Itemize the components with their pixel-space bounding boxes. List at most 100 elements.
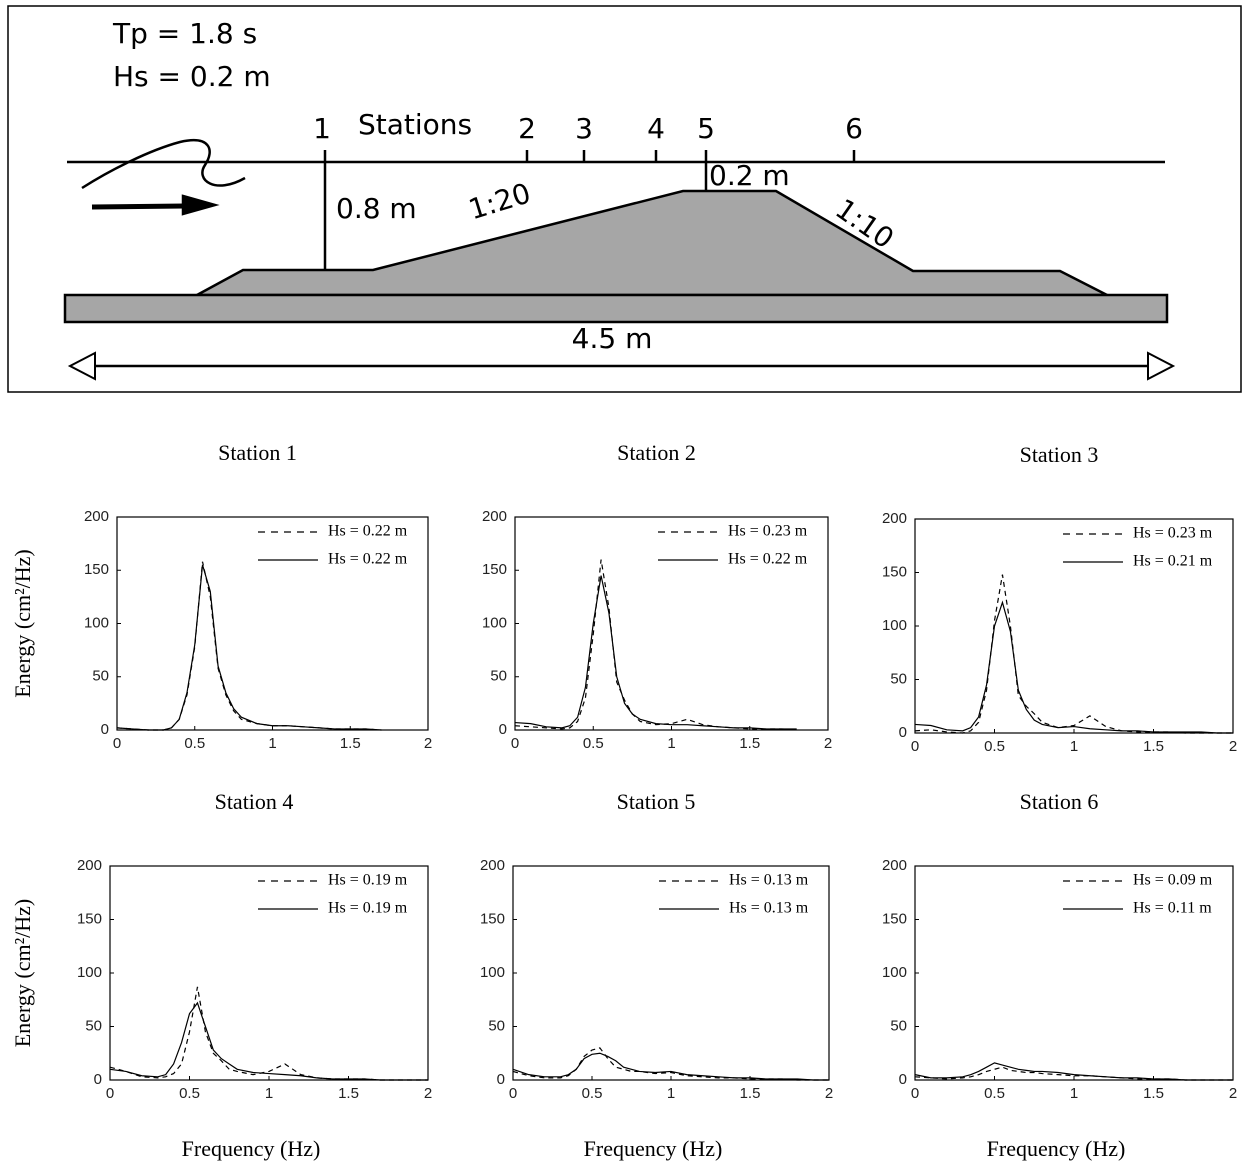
- front-slope-label: 1:20: [465, 176, 535, 226]
- y-tick-label: 0: [94, 1071, 102, 1088]
- x-tick-label: 0.5: [582, 1085, 603, 1102]
- plot-frame: [514, 516, 829, 731]
- y-tick-label: 100: [882, 617, 907, 634]
- legend-label: Hs = 0.22 m: [728, 551, 808, 568]
- y-tick-label: 0: [101, 721, 109, 738]
- series-line: [116, 561, 382, 731]
- x-axis-label: Frequency (Hz): [584, 1136, 723, 1161]
- series-line: [512, 1047, 829, 1081]
- series-line: [109, 1001, 428, 1081]
- chart-title: Station 3: [1020, 442, 1099, 467]
- series-line: [914, 1062, 1233, 1081]
- y-tick-label: 50: [490, 668, 507, 685]
- plot-frame: [512, 865, 830, 1081]
- chart-title: Station 4: [215, 789, 294, 814]
- y-tick-label: 0: [497, 1071, 505, 1088]
- y-axis-label: Energy (cm²/Hz): [10, 549, 35, 698]
- x-tick-label: 2: [1229, 738, 1237, 755]
- y-tick-label: 0: [899, 724, 907, 741]
- plot-frame: [116, 516, 429, 731]
- flume-bed: [63, 293, 1169, 324]
- x-axis-label: Frequency (Hz): [987, 1136, 1126, 1161]
- y-tick-label: 150: [84, 561, 109, 578]
- legend-label: Hs = 0.22 m: [328, 551, 408, 568]
- x-tick-label: 2: [824, 735, 832, 752]
- x-tick-label: 0: [511, 735, 519, 752]
- series-line: [116, 564, 382, 731]
- wave-arrow: [91, 203, 186, 210]
- x-tick-label: 0: [113, 735, 121, 752]
- y-tick-label: 100: [482, 614, 507, 631]
- x-tick-label: 0.5: [184, 735, 205, 752]
- y-tick-label: 150: [882, 563, 907, 580]
- y-tick-label: 200: [482, 508, 507, 525]
- depth-label: 0.8 m: [336, 192, 417, 225]
- height-label: Hs = 0.2 m: [113, 60, 271, 93]
- y-tick-label: 200: [480, 857, 505, 874]
- y-tick-label: 50: [890, 670, 907, 687]
- diagram: [7, 5, 1242, 393]
- x-tick-label: 1: [265, 1085, 273, 1102]
- wave-symbol: [81, 139, 246, 190]
- x-tick-label: 2: [424, 735, 432, 752]
- y-axis-label: Energy (cm²/Hz): [10, 899, 35, 1048]
- x-axis-label: Frequency (Hz): [182, 1136, 321, 1161]
- station-number: 2: [518, 112, 536, 145]
- y-tick-label: 100: [84, 614, 109, 631]
- x-tick-label: 0.5: [179, 1085, 200, 1102]
- station-number: 4: [647, 112, 665, 145]
- crest-depth-label: 0.2 m: [709, 159, 790, 192]
- y-tick-label: 0: [899, 1071, 907, 1088]
- y-tick-label: 100: [77, 964, 102, 981]
- x-tick-label: 2: [825, 1085, 833, 1102]
- diagram-frame: [7, 5, 1242, 393]
- x-tick-label: 2: [1229, 1085, 1237, 1102]
- x-tick-label: 1: [1070, 1085, 1078, 1102]
- y-tick-label: 50: [92, 668, 109, 685]
- series-line: [914, 600, 1233, 734]
- chart-title: Station 1: [218, 440, 297, 465]
- x-tick-label: 0.5: [984, 1085, 1005, 1102]
- y-tick-label: 200: [84, 508, 109, 525]
- x-tick-label: 1.5: [739, 735, 760, 752]
- series-line: [512, 1052, 829, 1081]
- plot-frame: [109, 865, 429, 1081]
- legend-label: Hs = 0.13 m: [729, 872, 809, 889]
- x-tick-label: 1: [1070, 738, 1078, 755]
- y-tick-label: 50: [890, 1017, 907, 1034]
- y-tick-label: 200: [77, 857, 102, 874]
- legend-label: Hs = 0.19 m: [328, 900, 408, 917]
- period-label: Tp = 1.8 s: [112, 17, 257, 50]
- legend-label: Hs = 0.23 m: [1133, 525, 1213, 542]
- stations-label: Stations: [358, 108, 472, 141]
- y-tick-label: 200: [882, 510, 907, 527]
- legend-label: Hs = 0.22 m: [328, 523, 408, 540]
- x-tick-label: 1: [268, 735, 276, 752]
- y-tick-label: 200: [882, 857, 907, 874]
- x-tick-label: 1.5: [340, 735, 361, 752]
- x-tick-label: 0: [509, 1085, 517, 1102]
- chart-title: Station 2: [617, 440, 696, 465]
- x-tick-label: 2: [424, 1085, 432, 1102]
- station-number: 6: [845, 112, 863, 145]
- x-tick-label: 0: [911, 738, 919, 755]
- x-tick-label: 0: [911, 1085, 919, 1102]
- x-tick-label: 0.5: [984, 738, 1005, 755]
- chart-title: Station 5: [617, 789, 696, 814]
- legend-label: Hs = 0.13 m: [729, 900, 809, 917]
- plot-frame: [914, 518, 1234, 734]
- x-tick-label: 1.5: [1143, 1085, 1164, 1102]
- x-tick-label: 1.5: [1143, 738, 1164, 755]
- y-tick-label: 0: [499, 721, 507, 738]
- length-arrow-left: [67, 351, 96, 381]
- x-tick-label: 0.5: [583, 735, 604, 752]
- x-tick-label: 1.5: [740, 1085, 761, 1102]
- series-line: [914, 574, 1233, 734]
- y-tick-label: 100: [480, 964, 505, 981]
- y-tick-label: 100: [882, 964, 907, 981]
- x-tick-label: 1: [667, 735, 675, 752]
- plot-frame: [914, 865, 1234, 1081]
- legend-label: Hs = 0.09 m: [1133, 872, 1213, 889]
- x-tick-label: 1.5: [338, 1085, 359, 1102]
